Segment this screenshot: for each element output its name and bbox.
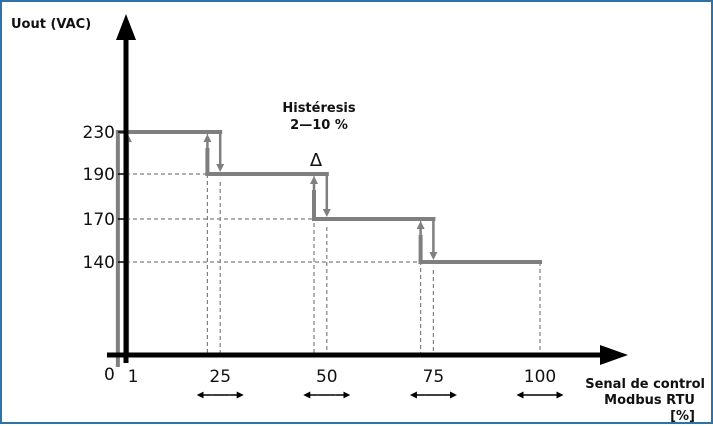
transition-arrows: [123, 132, 438, 355]
x-axis-label-line-3: [%]: [670, 409, 695, 424]
origin-label: 0: [104, 365, 115, 385]
y-tick-label-170: 170: [83, 210, 115, 230]
x-tick-label-25: 25: [209, 367, 231, 387]
x-tick-label-1: 1: [128, 367, 139, 387]
x-tick-label-75: 75: [423, 367, 445, 387]
x-tick-label-100: 100: [524, 367, 556, 387]
y-axis-arrowhead: [116, 14, 136, 40]
delta-symbol: Δ: [310, 150, 323, 171]
x-axis-label-line-1: Senal de control: [585, 377, 705, 392]
y-tick-label-190: 190: [83, 165, 115, 185]
x-tick-label-50: 50: [316, 367, 338, 387]
tick-labels: 230 190 170 140 1 25 50 75 100: [83, 123, 557, 387]
dashed-guides: [126, 132, 541, 355]
x-axis-label-line-2: Modbus RTU: [604, 393, 695, 408]
y-tick-label-140: 140: [83, 253, 115, 273]
y-tick-label-230: 230: [83, 123, 115, 143]
hysteresis-range: 2—10 %: [290, 118, 348, 133]
y-axis-label: Uout (VAC): [11, 17, 91, 32]
x-axis-arrowhead: [600, 345, 628, 365]
step-series: [115, 130, 542, 367]
hysteresis-title: Histéresis: [282, 101, 356, 116]
axes: [107, 14, 628, 365]
